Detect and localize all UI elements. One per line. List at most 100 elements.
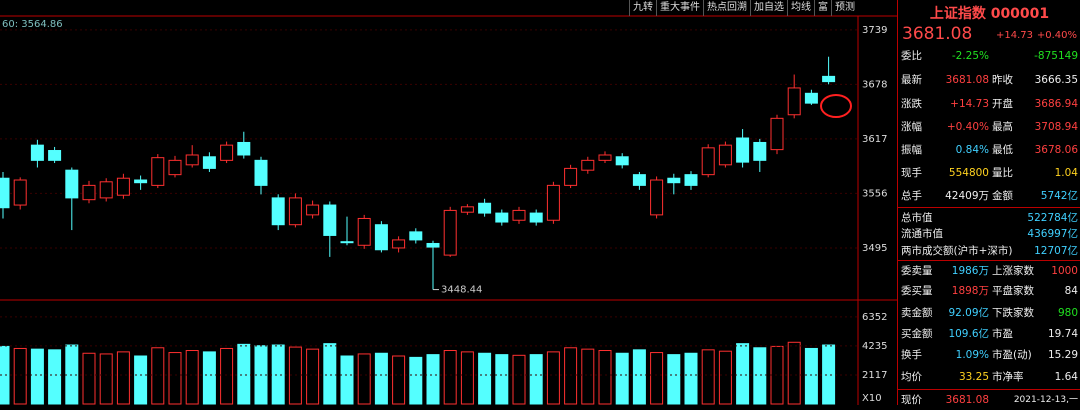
quote-row: 委比 -2.25% -875149 xyxy=(898,46,1080,66)
quote-cell: 12707亿 xyxy=(1034,245,1078,257)
volume-bar xyxy=(323,343,337,405)
volume-bar xyxy=(374,352,388,405)
quote-cell: 金额 xyxy=(992,190,1013,202)
quote-cell: 最高 xyxy=(992,121,1013,133)
toolbar-button[interactable]: 加自选 xyxy=(750,0,787,16)
price: 3681.08 xyxy=(902,24,973,44)
quote-row: 换手 1.09% 市盈(动) 15.29 xyxy=(898,345,1080,365)
quote-cell: 委比 xyxy=(901,50,922,62)
toolbar-button[interactable]: 富 xyxy=(814,0,831,16)
vol-tick-label: 2117 xyxy=(862,370,887,381)
quote-cell: 3708.94 xyxy=(1034,121,1078,133)
y-tick-label: 3617 xyxy=(862,134,887,145)
volume-bar xyxy=(340,355,354,405)
quote-cell: +0.40% xyxy=(946,121,989,133)
candle-body xyxy=(804,92,818,104)
candle-body xyxy=(529,212,543,223)
volume-bar xyxy=(99,353,113,405)
vol-tick-label: 6352 xyxy=(862,312,887,323)
candle-body xyxy=(0,177,10,209)
volume-bar xyxy=(82,352,96,405)
volume-bar xyxy=(701,349,715,405)
quote-row: 现价 3681.08 2021-12-13,一 xyxy=(898,389,1080,410)
candle-body xyxy=(48,150,62,161)
quote-cell: 42409万 xyxy=(945,190,989,202)
toolbar-button[interactable]: 热点回溯 xyxy=(703,0,750,16)
quote-cell: 2021-12-13,一 xyxy=(1013,395,1078,405)
quote-cell: 均价 xyxy=(901,371,922,383)
quote-cell: 量比 xyxy=(992,167,1013,179)
volume-bar xyxy=(237,343,251,405)
volume-bar xyxy=(804,347,818,405)
volume-bar xyxy=(185,350,199,405)
quote-cell: 1000 xyxy=(1051,265,1078,277)
quote-cell: 1.64 xyxy=(1054,371,1078,383)
volume-bar xyxy=(202,351,216,405)
quote-cell: 现手 xyxy=(901,167,922,179)
quote-cell: 1.04 xyxy=(1054,167,1078,179)
quote-cell: 980 xyxy=(1057,307,1078,319)
candle-body xyxy=(306,204,320,216)
candle-body xyxy=(185,154,199,166)
panel-title: 上证指数 000001 xyxy=(929,6,1050,22)
volume-bar xyxy=(288,346,302,405)
candle-body xyxy=(460,206,474,213)
candle-body xyxy=(409,231,423,241)
toolbar-button[interactable]: 预测 xyxy=(831,0,858,16)
toolbar-button[interactable]: 九转 xyxy=(629,0,656,16)
quote-cell: 振幅 xyxy=(901,144,922,156)
quote-cell: 19.74 xyxy=(1047,328,1078,340)
candle-body xyxy=(340,241,354,244)
quote-cell: 最低 xyxy=(992,144,1013,156)
quote-row: 最新 3681.08 昨收 3666.35 xyxy=(898,70,1080,90)
quote-cell: 委卖量 xyxy=(901,265,933,277)
y-tick-label: 3739 xyxy=(862,25,887,36)
change: +14.73 xyxy=(996,30,1034,41)
quote-cell: 总手 xyxy=(901,190,922,202)
volume-bar xyxy=(168,352,182,405)
candle-body xyxy=(254,159,268,186)
candle-body xyxy=(667,177,681,184)
candle-body xyxy=(632,174,646,186)
candle-body xyxy=(30,144,44,161)
quote-cell: -875149 xyxy=(1034,50,1078,62)
candle-body xyxy=(581,159,595,171)
candle-body xyxy=(495,212,509,223)
volume-bar xyxy=(822,344,836,405)
toolbar-button[interactable]: 均线 xyxy=(787,0,814,16)
candle-body xyxy=(220,144,234,161)
quote-cell: 84 xyxy=(1064,285,1078,297)
quote-cell: 554800 xyxy=(948,167,989,179)
quote-row: 委买量 1898万 平盘家数 84 xyxy=(898,281,1080,301)
volume-bar xyxy=(460,351,474,405)
candle-body xyxy=(822,75,836,83)
candle-body xyxy=(564,167,578,186)
quote-cell: 总市值 xyxy=(901,212,933,224)
vol-unit: X10 xyxy=(862,393,882,404)
quote-row: 委卖量 1986万 上涨家数 1000 xyxy=(898,260,1080,281)
volume-bar xyxy=(220,347,234,405)
volume-bar xyxy=(13,347,27,405)
quote-cell: 买金额 xyxy=(901,328,933,340)
quote-cell: 平盘家数 xyxy=(992,285,1034,297)
quote-cell: +14.73 xyxy=(950,98,989,110)
volume-bar xyxy=(529,354,543,405)
candle-body xyxy=(753,141,767,161)
candle-body xyxy=(426,242,440,248)
candle-body xyxy=(512,209,526,221)
candle-body xyxy=(650,179,664,216)
quote-row: 两市成交额(沪市+深市) 12707亿 xyxy=(898,241,1080,261)
ma-label: 60: 3564.86 xyxy=(2,19,63,30)
toolbar-button[interactable]: 重大事件 xyxy=(656,0,703,16)
quote-cell: 436997亿 xyxy=(1027,228,1078,240)
candle-body xyxy=(168,159,182,176)
volume-bar xyxy=(753,347,767,405)
candle-body xyxy=(134,179,148,184)
volume-bar xyxy=(478,352,492,405)
volume-bar xyxy=(736,343,750,405)
volume-bar xyxy=(546,351,560,405)
volume-bar xyxy=(409,356,423,405)
candle-body xyxy=(374,224,388,251)
quote-cell: 委买量 xyxy=(901,285,933,297)
